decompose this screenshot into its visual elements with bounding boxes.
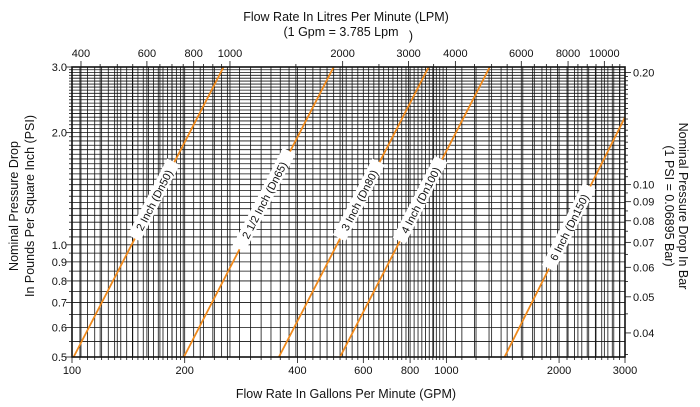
bottom-tick-label: 1000 bbox=[434, 365, 458, 377]
bottom-tick-label: 3000 bbox=[613, 365, 637, 377]
tick-labels: 100 200 400 600 800 1000 2000 3000 400 600 800 1000… bbox=[52, 48, 655, 377]
right-tick-label: 0.09 bbox=[633, 197, 654, 209]
series-label-background bbox=[541, 182, 596, 272]
right-tick-label: 0.04 bbox=[633, 328, 654, 340]
bottom-tick-label: 600 bbox=[354, 365, 372, 377]
top-tick-label: 2000 bbox=[330, 48, 354, 60]
bottom-tick-label: 2000 bbox=[547, 365, 571, 377]
top-tick-label: 10000 bbox=[589, 48, 620, 60]
right-tick-label: 0.06 bbox=[633, 262, 654, 274]
top-tick-label: 6000 bbox=[509, 48, 533, 60]
x-axis-title: Flow Rate In Gallons Per Minute (GPM) bbox=[236, 387, 456, 401]
left-tick-label: 2.0 bbox=[52, 128, 67, 140]
series-label-background bbox=[332, 158, 385, 242]
y-axis-title-line2: In Pounds Per Square Inch (PSI) bbox=[23, 115, 37, 297]
right-tick-label: 0.08 bbox=[633, 216, 654, 228]
right-tick-label: 0.20 bbox=[633, 67, 654, 79]
top-tick-label: 600 bbox=[138, 48, 156, 60]
bottom-tick-label: 400 bbox=[288, 365, 306, 377]
left-tick-label: 0.6 bbox=[52, 322, 67, 334]
series-label: 2 Inch (Dn50) bbox=[134, 168, 175, 233]
top-tick-label: 8000 bbox=[556, 48, 580, 60]
bottom-tick-label: 100 bbox=[63, 365, 81, 377]
series-label-background bbox=[232, 147, 296, 253]
right-tick-label: 0.05 bbox=[633, 292, 654, 304]
right-axis-title-line1: Nominal Pressure Drop In Bar bbox=[676, 123, 690, 290]
top-axis-subtitle: (1 Gpm = 3.785 Lpm bbox=[284, 25, 399, 39]
top-axis-subtitle-close: ) bbox=[409, 29, 413, 43]
left-tick-label: 0.8 bbox=[52, 276, 67, 288]
top-tick-label: 1000 bbox=[218, 48, 242, 60]
left-tick-label: 0.7 bbox=[52, 298, 67, 310]
top-tick-label: 800 bbox=[185, 48, 203, 60]
top-tick-label: 3000 bbox=[396, 48, 420, 60]
right-axis-title-line2: (1 PSI = 0.06895 Bar) bbox=[662, 145, 676, 266]
left-tick-label: 1.0 bbox=[52, 240, 67, 252]
right-tick-label: 0.07 bbox=[633, 237, 654, 249]
top-tick-label: 4000 bbox=[443, 48, 467, 60]
series-label: 6 Inch (Dn150) bbox=[548, 193, 591, 263]
top-axis-title: Flow Rate In Litres Per Minute (LPM) bbox=[243, 10, 449, 24]
left-tick-label: 0.5 bbox=[52, 352, 67, 364]
plot-frame bbox=[71, 66, 626, 358]
y-axis-title-line1: Nominal Pressure Drop bbox=[7, 141, 21, 271]
bottom-tick-label: 800 bbox=[401, 365, 419, 377]
top-tick-label: 400 bbox=[72, 48, 90, 60]
bottom-tick-label: 200 bbox=[176, 365, 194, 377]
series-label-background bbox=[127, 158, 180, 242]
right-tick-label: 0.10 bbox=[633, 180, 654, 192]
left-tick-label: 3.0 bbox=[52, 62, 67, 74]
series-label-background bbox=[392, 155, 448, 245]
left-tick-label: 0.9 bbox=[52, 257, 67, 269]
